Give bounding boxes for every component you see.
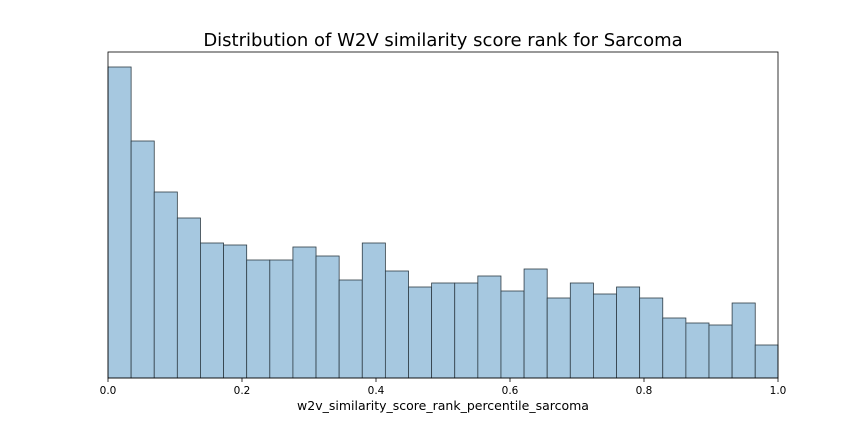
chart-title: Distribution of W2V similarity score ran… [203, 30, 682, 51]
x-axis-label: w2v_similarity_score_rank_percentile_sar… [297, 398, 589, 413]
x-tick-label: 0.2 [234, 385, 251, 397]
histogram-bar [361, 242, 386, 379]
x-tick-label: 0.8 [636, 385, 653, 397]
histogram-bar [107, 66, 132, 379]
histogram-bar [662, 317, 687, 379]
histogram-bar [153, 191, 178, 379]
x-axis-ticks: 0.0 0.2 0.4 0.6 0.8 1.0 [100, 378, 787, 397]
x-tick-label: 0.0 [100, 385, 117, 397]
histogram-bar [731, 302, 756, 379]
histogram-bar [546, 297, 571, 379]
histogram-bar [408, 286, 433, 379]
histogram-bar [200, 242, 224, 379]
x-tick-label: 0.6 [502, 385, 519, 397]
x-tick-label: 0.4 [368, 385, 385, 397]
histogram-bar [639, 297, 664, 379]
histogram-bar [269, 259, 294, 379]
histogram-bar [500, 290, 525, 379]
histogram-bar [384, 270, 409, 379]
histogram-bar [523, 268, 548, 379]
bars-group [107, 66, 779, 379]
histogram-bar [708, 324, 733, 379]
plot-frame [107, 51, 779, 379]
histogram-bar [431, 282, 456, 379]
histogram-bar [315, 255, 340, 379]
histogram-bar [130, 140, 155, 379]
histogram-bar [616, 286, 641, 379]
histogram-bar [246, 259, 271, 379]
histogram-bar [477, 275, 502, 379]
histogram-bar [454, 282, 479, 379]
x-tick-label: 1.0 [770, 385, 787, 397]
histogram-bar [685, 322, 710, 379]
histogram-bar [593, 293, 617, 379]
histogram-bar [223, 244, 248, 379]
histogram-bar [569, 282, 594, 379]
histogram-bar [292, 246, 317, 379]
histogram-bar [176, 217, 201, 379]
histogram-bar [754, 344, 779, 379]
histogram-bar [338, 279, 363, 379]
